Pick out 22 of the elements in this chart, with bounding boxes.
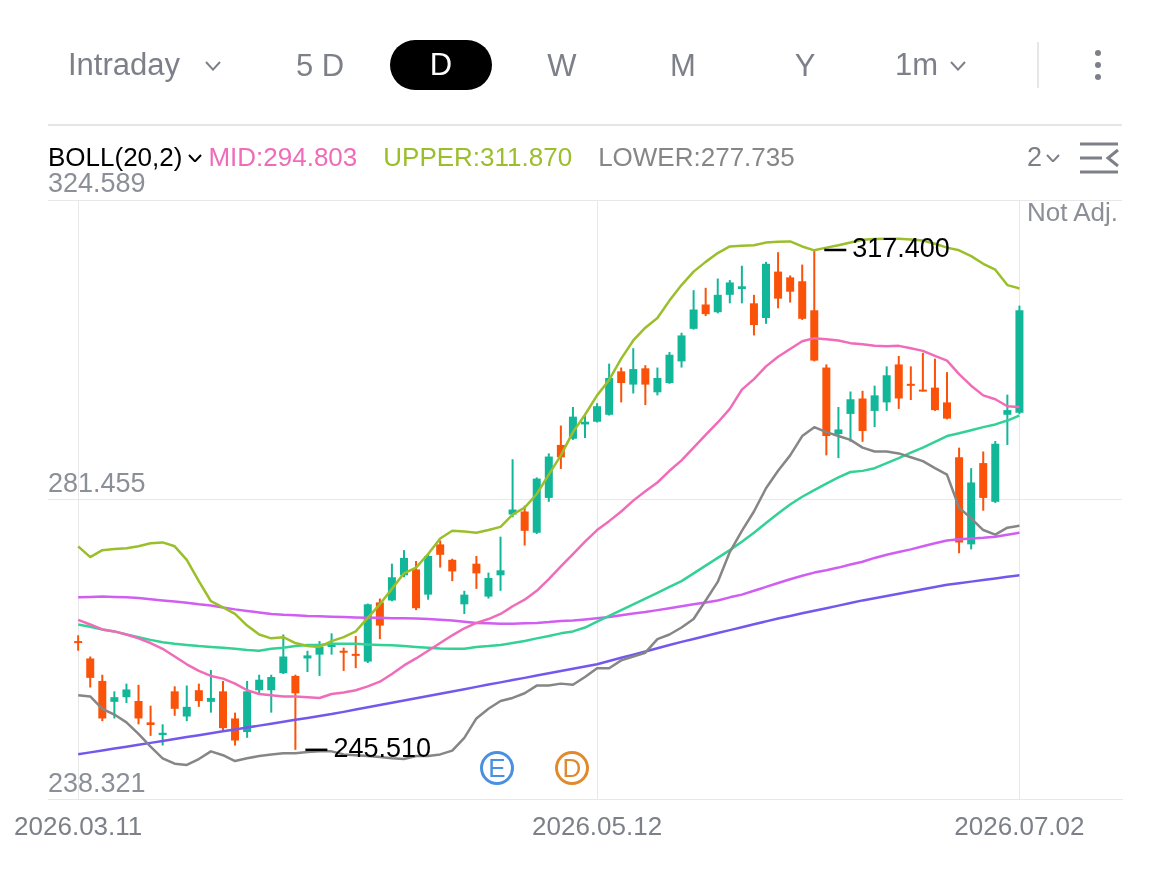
annotation: D <box>555 751 589 785</box>
x-tick-label: 2026.03.11 <box>14 810 143 841</box>
text: MID:294.803 <box>208 142 358 173</box>
text: 1m <box>895 47 939 82</box>
text: UPPER:311.870 <box>383 142 573 173</box>
legend-title: BOLL(20,2) <box>48 142 183 173</box>
y-tick-label: 281.455 <box>48 468 146 499</box>
text: W <box>547 47 577 83</box>
text: D <box>390 40 492 90</box>
annotation: E <box>480 751 514 785</box>
text: 5 D <box>295 47 345 83</box>
text: Intraday <box>68 47 181 82</box>
annotation: 245.510 <box>333 733 431 764</box>
text: M <box>670 47 696 83</box>
text: Y <box>794 47 816 83</box>
text: 2 <box>1027 142 1043 172</box>
annotation: 317.400 <box>852 233 950 264</box>
x-tick-label: 2026.07.02 <box>954 810 1085 841</box>
text: Not Adj. <box>1026 197 1118 227</box>
text: LOWER:277.735 <box>598 142 795 173</box>
y-tick-label: 238.321 <box>48 768 146 799</box>
x-tick-label: 2026.05.12 <box>532 810 663 841</box>
